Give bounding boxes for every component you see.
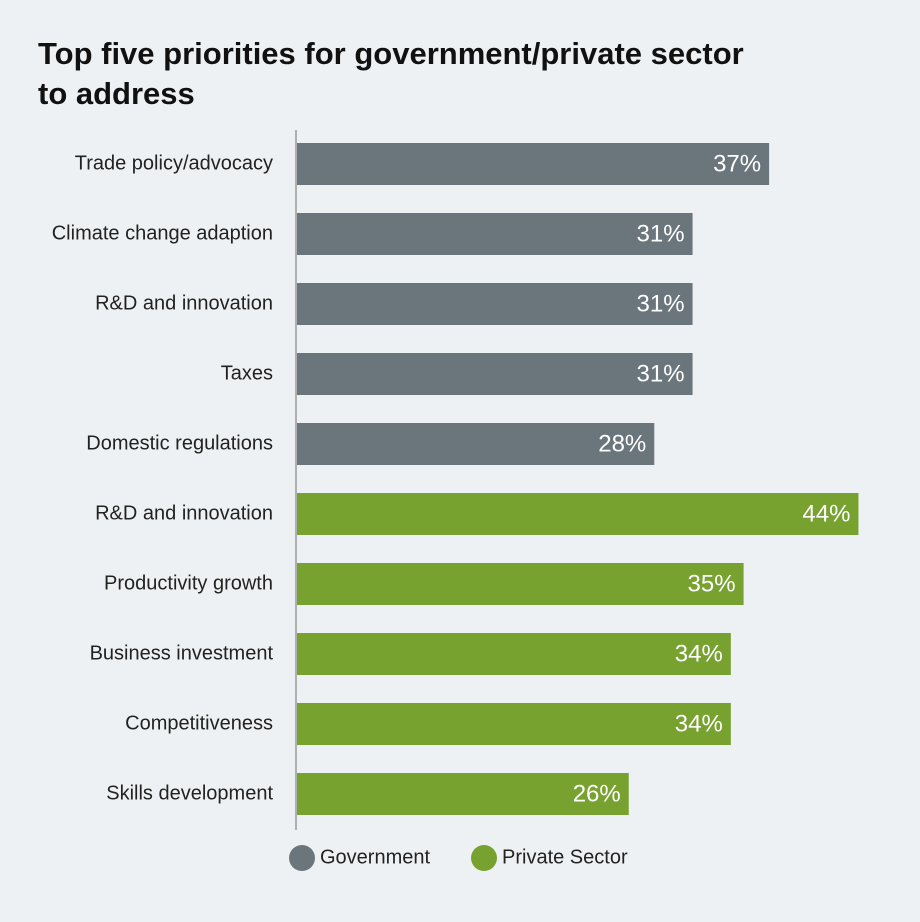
category-label: Trade policy/advocacy [75,152,273,174]
bar [297,143,770,185]
bar [297,423,655,465]
value-label: 34% [675,640,723,667]
bar [297,213,693,255]
legend-swatch [289,845,315,871]
category-label: Taxes [221,362,273,384]
value-label: 44% [802,500,850,527]
bar [297,283,693,325]
category-label: Competitiveness [125,712,273,734]
bar [297,703,731,745]
category-label: R&D and innovation [95,292,273,314]
value-label: 31% [637,360,685,387]
legend-label: Private Sector [502,846,628,868]
value-label: 28% [598,430,646,457]
category-label: Productivity growth [104,572,273,594]
bar [297,773,629,815]
value-label: 26% [573,780,621,807]
legend-label: Government [320,846,430,868]
value-label: 37% [713,150,761,177]
category-label: R&D and innovation [95,502,273,524]
category-label: Skills development [106,782,273,804]
category-label: Domestic regulations [86,432,273,454]
legend-swatch [471,845,497,871]
bar [297,493,859,535]
bar [297,353,693,395]
value-label: 35% [688,570,736,597]
value-label: 34% [675,710,723,737]
category-label: Business investment [90,642,274,664]
value-label: 31% [637,290,685,317]
value-label: 31% [637,220,685,247]
bar [297,633,731,675]
category-label: Climate change adaption [52,222,273,244]
bar [297,563,744,605]
chart-title: Top five priorities for government/priva… [38,36,744,111]
